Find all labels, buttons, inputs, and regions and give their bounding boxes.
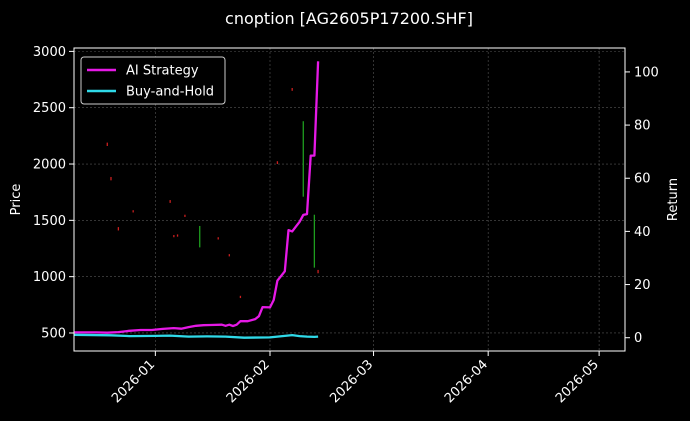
y-right-tick-label: 60 [634, 172, 651, 187]
y-left-tick-label: 1500 [33, 214, 66, 229]
y-left-tick-label: 1000 [33, 270, 66, 285]
legend: AI Strategy Buy-and-Hold [80, 56, 226, 105]
series-line-ai-strategy [74, 61, 320, 334]
y-right-tick-label: 40 [634, 225, 651, 240]
y-right-tick-label: 0 [634, 331, 642, 346]
grid [74, 48, 625, 351]
chart-title: cnoption [AG2605P17200.SHF] [225, 9, 473, 28]
y-left-tick-label: 500 [41, 326, 66, 341]
candles [106, 87, 319, 299]
y-right-tick-label: 80 [634, 119, 651, 134]
y-left-tick-label: 2000 [33, 158, 66, 173]
y-axis-left-title: Price [9, 184, 24, 216]
y-left-tick-label: 2500 [33, 101, 66, 116]
legend-box [80, 56, 226, 105]
y-axis-right: 0 20 40 60 80 100 [625, 65, 659, 346]
y-left-tick-label: 3000 [33, 45, 66, 60]
series-lines [73, 61, 320, 339]
legend-label: AI Strategy [126, 64, 199, 79]
y-axis-left: 500 1000 1500 2000 2500 3000 [33, 45, 74, 341]
y-right-tick-label: 20 [634, 278, 651, 293]
series-line-buy-and-hold [73, 333, 319, 339]
plot-frame [73, 47, 626, 352]
y-right-tick-label: 100 [634, 65, 659, 80]
y-axis-right-title: Return [666, 178, 681, 221]
legend-label: Buy-and-Hold [126, 85, 214, 100]
